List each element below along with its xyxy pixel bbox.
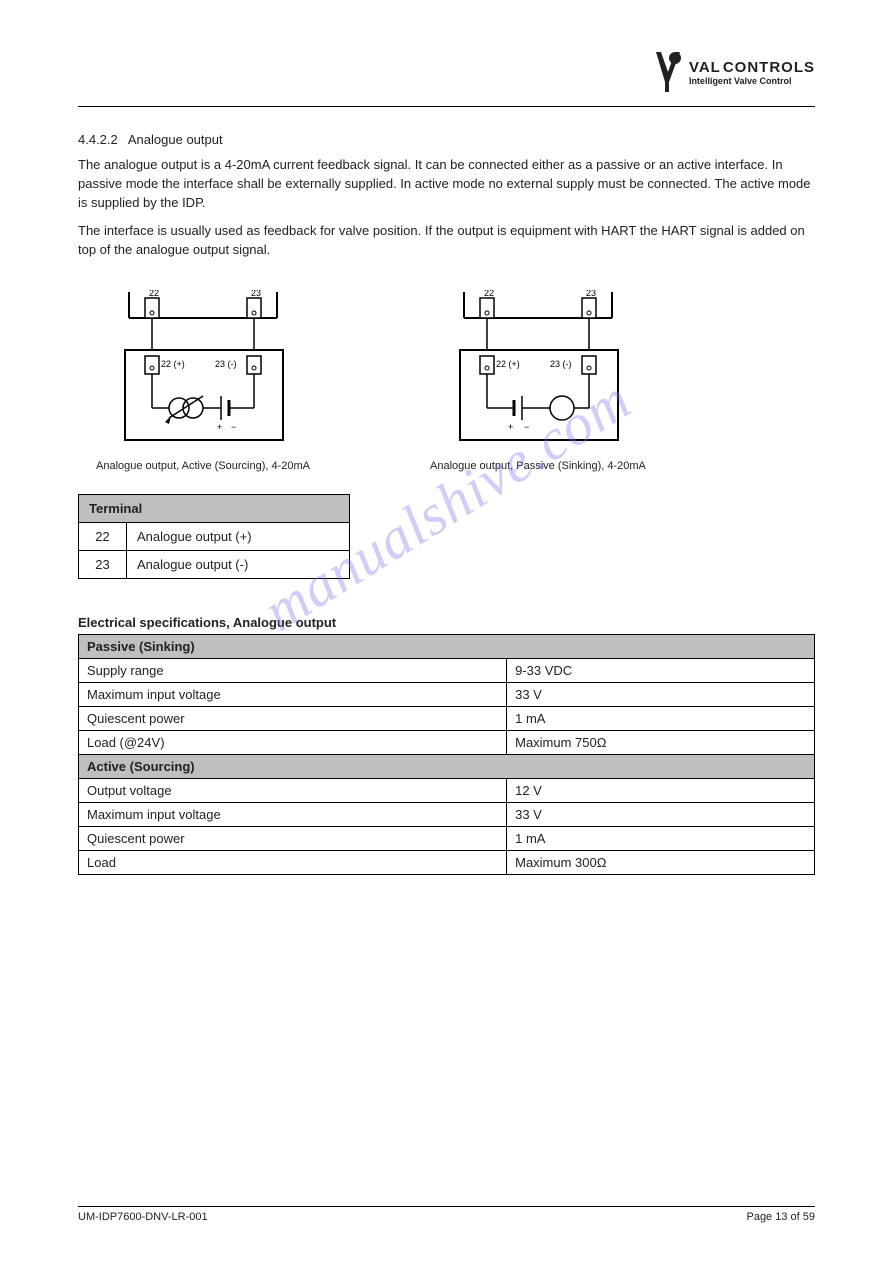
section-title: Analogue output <box>128 132 223 147</box>
spec-value: 1 mA <box>507 827 815 851</box>
page-root: manualshive.com VAL CONTROLS Intelligent… <box>0 0 893 1263</box>
svg-text:22: 22 <box>484 290 494 298</box>
svg-text:+: + <box>508 422 513 432</box>
spec-value: 9-33 VDC <box>507 659 815 683</box>
section-para2: The interface is usually used as feedbac… <box>78 222 815 260</box>
footer-doc-id: UM-IDP7600-DNV-LR-001 <box>78 1211 208 1223</box>
svg-text:22 (+): 22 (+) <box>161 359 185 369</box>
terminal-num: 23 <box>79 551 127 579</box>
elec-spec-table: Passive (Sinking) Supply range9-33 VDC M… <box>78 634 815 875</box>
section-number: 4.4.2.2 <box>78 132 118 147</box>
terminal-desc: Analogue output (-) <box>127 551 350 579</box>
spec-label: Supply range <box>79 659 507 683</box>
logo-text-block: VAL CONTROLS Intelligent Valve Control <box>689 59 815 86</box>
spec-value: Maximum 300Ω <box>507 851 815 875</box>
elec-spec-title: Electrical specifications, Analogue outp… <box>78 615 815 630</box>
table-row: Quiescent power1 mA <box>79 707 815 731</box>
terminal-desc: Analogue output (+) <box>127 523 350 551</box>
spec-label: Quiescent power <box>79 707 507 731</box>
elec-passive-header: Passive (Sinking) <box>79 635 815 659</box>
diagram-right: + − 22 23 22 (+) 23 (-) Analogue output,… <box>430 290 646 472</box>
svg-text:−: − <box>524 422 529 432</box>
table-row: 23 Analogue output (-) <box>79 551 350 579</box>
brand-val: VAL <box>689 59 721 76</box>
terminal-table-header: Terminal <box>79 495 350 523</box>
diagram-right-caption: Analogue output, Passive (Sinking), 4-20… <box>430 460 646 472</box>
spec-label: Quiescent power <box>79 827 507 851</box>
terminal-table: Terminal 22 Analogue output (+) 23 Analo… <box>78 494 350 579</box>
svg-text:23 (-): 23 (-) <box>215 359 237 369</box>
svg-text:22 (+): 22 (+) <box>496 359 520 369</box>
spec-value: 1 mA <box>507 707 815 731</box>
table-row: LoadMaximum 300Ω <box>79 851 815 875</box>
page-header: VAL CONTROLS Intelligent Valve Control <box>78 50 815 107</box>
spec-value: 12 V <box>507 779 815 803</box>
diagram-left: + − 22 23 22 (+) 23 (-) Analogue output,… <box>96 290 310 472</box>
svg-text:22: 22 <box>149 290 159 298</box>
svg-text:23: 23 <box>586 290 596 298</box>
spec-label: Output voltage <box>79 779 507 803</box>
diagram-left-caption: Analogue output, Active (Sourcing), 4-20… <box>96 460 310 472</box>
table-row: Quiescent power1 mA <box>79 827 815 851</box>
svg-text:+: + <box>217 422 222 432</box>
section-heading: 4.4.2.2 Analogue output <box>78 131 815 150</box>
brand-logo: VAL CONTROLS Intelligent Valve Control <box>649 50 815 94</box>
elec-active-header: Active (Sourcing) <box>79 755 815 779</box>
svg-text:23 (-): 23 (-) <box>550 359 572 369</box>
table-row: Maximum input voltage33 V <box>79 803 815 827</box>
table-row: Output voltage12 V <box>79 779 815 803</box>
diagram-left-svg: + − 22 23 22 (+) 23 (-) <box>107 290 299 458</box>
section-para1: The analogue output is a 4-20mA current … <box>78 156 815 213</box>
diagram-right-svg: + − 22 23 22 (+) 23 (-) <box>442 290 634 458</box>
footer-page-num: Page 13 of 59 <box>746 1211 815 1223</box>
table-row: Maximum input voltage33 V <box>79 683 815 707</box>
terminal-num: 22 <box>79 523 127 551</box>
table-row: Supply range9-33 VDC <box>79 659 815 683</box>
svg-text:−: − <box>231 422 236 432</box>
spec-label: Load (@24V) <box>79 731 507 755</box>
table-row: Load (@24V)Maximum 750Ω <box>79 731 815 755</box>
brand-controls: CONTROLS <box>723 59 815 76</box>
table-row: 22 Analogue output (+) <box>79 523 350 551</box>
spec-value: Maximum 750Ω <box>507 731 815 755</box>
page-footer: UM-IDP7600-DNV-LR-001 Page 13 of 59 <box>78 1206 815 1223</box>
spec-label: Maximum input voltage <box>79 683 507 707</box>
diagram-row: + − 22 23 22 (+) 23 (-) Analogue output,… <box>96 290 815 472</box>
spec-label: Maximum input voltage <box>79 803 507 827</box>
spec-value: 33 V <box>507 683 815 707</box>
svg-text:23: 23 <box>251 290 261 298</box>
logo-mark-icon <box>649 50 685 94</box>
spec-value: 33 V <box>507 803 815 827</box>
spec-label: Load <box>79 851 507 875</box>
brand-tagline: Intelligent Valve Control <box>689 76 792 86</box>
